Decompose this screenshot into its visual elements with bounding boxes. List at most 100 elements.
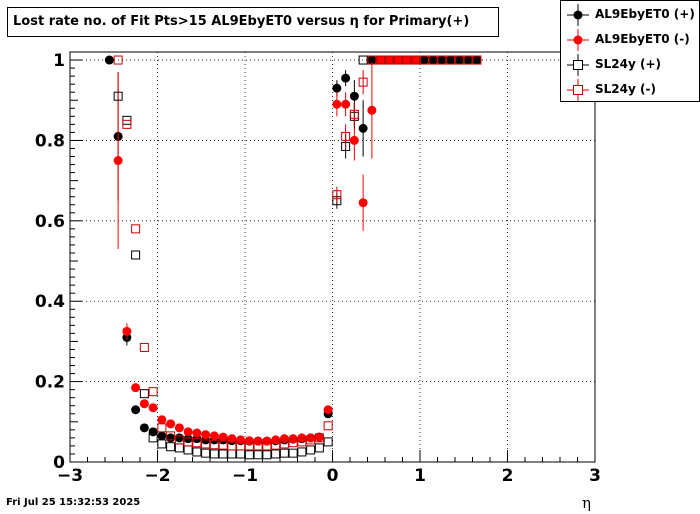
data-point xyxy=(192,438,202,448)
y-tick-label: 0.6 xyxy=(35,212,65,232)
data-point xyxy=(183,445,193,455)
data-point xyxy=(358,123,368,133)
data-point xyxy=(271,449,281,459)
data-point xyxy=(367,55,377,65)
data-point xyxy=(139,423,149,433)
data-point xyxy=(262,441,272,451)
data-point xyxy=(148,387,158,397)
data-point xyxy=(419,55,429,65)
legend: AL9EbyET0 (+) AL9EbyET0 (-) SL24y (+) SL… xyxy=(560,0,700,102)
data-point xyxy=(157,439,167,449)
data-point xyxy=(314,443,324,453)
data-point xyxy=(148,427,158,437)
data-point xyxy=(349,109,359,119)
data-point xyxy=(244,436,254,446)
data-point xyxy=(323,421,333,431)
data-point xyxy=(332,99,342,109)
data-point xyxy=(384,55,394,65)
data-point xyxy=(209,449,219,459)
series-3 xyxy=(113,55,482,451)
series-2 xyxy=(113,55,482,460)
x-tick-label: 0 xyxy=(327,466,339,486)
data-point xyxy=(262,450,272,460)
data-point xyxy=(131,383,141,393)
data-point xyxy=(174,423,184,433)
data-point xyxy=(402,55,412,65)
data-point xyxy=(157,415,167,425)
data-point xyxy=(166,419,176,429)
data-point xyxy=(472,55,482,65)
data-point xyxy=(349,91,359,101)
data-point xyxy=(113,156,123,166)
data-point xyxy=(209,431,219,441)
data-point xyxy=(183,434,193,444)
data-point xyxy=(139,389,149,399)
data-point xyxy=(253,450,263,460)
data-point xyxy=(209,440,219,450)
data-point xyxy=(201,448,211,458)
data-point xyxy=(332,190,342,200)
data-point xyxy=(341,131,351,141)
data-point xyxy=(341,73,351,83)
data-point xyxy=(323,437,333,447)
data-point xyxy=(306,435,316,445)
data-point xyxy=(306,433,316,443)
series-1 xyxy=(113,55,421,446)
series-0 xyxy=(104,55,482,446)
data-point xyxy=(166,433,176,443)
data-point xyxy=(104,55,114,65)
data-point xyxy=(341,99,351,109)
data-point xyxy=(279,439,289,449)
data-point xyxy=(349,135,359,145)
data-point xyxy=(314,432,324,442)
data-point xyxy=(227,434,237,444)
data-point xyxy=(122,119,132,129)
data-point xyxy=(271,435,281,445)
chart-title: Lost rate no. of Fit Pts>15 AL9EbyET0 ve… xyxy=(7,7,499,37)
data-point xyxy=(166,431,176,441)
filled-circle-icon xyxy=(567,4,589,26)
data-point xyxy=(437,55,447,65)
data-point xyxy=(236,441,246,451)
data-point xyxy=(384,55,394,65)
data-point xyxy=(271,440,281,450)
data-point xyxy=(463,55,473,65)
y-tick-label: 0.8 xyxy=(35,131,65,151)
x-tick-label: −2 xyxy=(144,466,170,486)
data-point xyxy=(437,55,447,65)
data-point xyxy=(428,55,438,65)
data-point xyxy=(358,198,368,208)
data-point xyxy=(306,445,316,455)
data-point xyxy=(279,448,289,458)
data-point xyxy=(139,399,149,409)
data-point xyxy=(393,55,403,65)
data-point xyxy=(454,55,464,65)
timestamp: Fri Jul 25 15:32:53 2025 xyxy=(6,497,141,508)
data-point xyxy=(131,224,141,234)
data-point xyxy=(174,443,184,453)
data-point xyxy=(358,77,368,87)
y-tick-label: 0.4 xyxy=(35,292,65,312)
x-tick-label: 2 xyxy=(502,466,514,486)
data-point xyxy=(446,55,456,65)
x-tick-label: −3 xyxy=(57,466,83,486)
data-point xyxy=(139,342,149,352)
x-tick-label: −1 xyxy=(232,466,258,486)
data-point xyxy=(411,55,421,65)
data-point xyxy=(148,433,158,443)
legend-entry-sl24-minus: SL24y (-) xyxy=(561,79,699,101)
data-point xyxy=(402,55,412,65)
data-point xyxy=(218,449,228,459)
open-square-icon xyxy=(567,79,589,101)
legend-label: SL24y (+) xyxy=(595,57,662,71)
data-point xyxy=(279,434,289,444)
axes: −3 −2 −1 0 1 2 3 0 0.2 0.4 0.6 0.8 1 xyxy=(35,51,601,486)
data-point xyxy=(131,405,141,415)
data-point xyxy=(192,428,202,438)
legend-label: SL24y (-) xyxy=(595,82,656,96)
data-point xyxy=(297,437,307,447)
data-point xyxy=(332,83,342,93)
data-point xyxy=(244,441,254,451)
filled-circle-icon xyxy=(567,29,589,51)
data-point xyxy=(174,433,184,443)
